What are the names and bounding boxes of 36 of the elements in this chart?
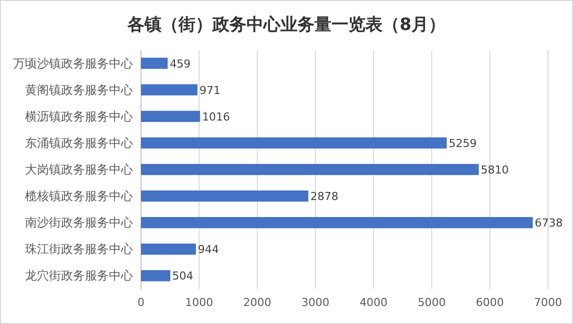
bar [141,190,308,202]
data-label: 5810 [480,164,509,176]
x-tick-label: 3000 [301,296,330,309]
x-tick-label: 1000 [185,296,214,309]
y-tick-label: 龙穴街政务服务中心 [25,268,133,283]
y-tick-label: 黄阁镇政务服务中心 [25,82,133,97]
bar [141,270,170,282]
data-label: 6738 [534,216,563,230]
x-tick-label: 4000 [360,296,388,309]
x-tick-label: 6000 [476,296,504,309]
data-label: 1016 [202,110,230,124]
x-tick-label: 2000 [243,296,272,309]
y-tick-label: 南沙街政务服务中心 [25,216,133,230]
y-tick-label: 横沥镇政务服务中心 [25,109,133,124]
bar [141,244,196,255]
y-tick-label: 榄核镇政务服务中心 [25,189,133,204]
x-tick-label: 5000 [418,296,446,309]
data-label: 2878 [310,190,338,204]
data-label: 944 [198,243,219,256]
y-tick-label: 万顷沙镇政务服务中心 [13,56,133,70]
bar [141,217,533,228]
bar [141,137,447,149]
bar [141,84,198,96]
bar [141,110,200,122]
y-tick-label: 东涌镇政务服务中心 [25,136,133,150]
bar [141,164,479,176]
data-label: 459 [170,57,191,70]
bar [141,58,168,69]
data-label: 504 [172,270,194,283]
y-tick-label: 珠江街政务服务中心 [25,242,133,256]
x-tick-label: 7000 [534,296,562,309]
data-label: 5259 [448,136,477,150]
chart-title: 各镇（街）政务中心业务量一览表（8月） [126,15,446,35]
data-label: 971 [199,84,220,97]
y-tick-label: 大岗镇政务服务中心 [25,162,133,176]
x-tick-label: 0 [138,296,144,309]
